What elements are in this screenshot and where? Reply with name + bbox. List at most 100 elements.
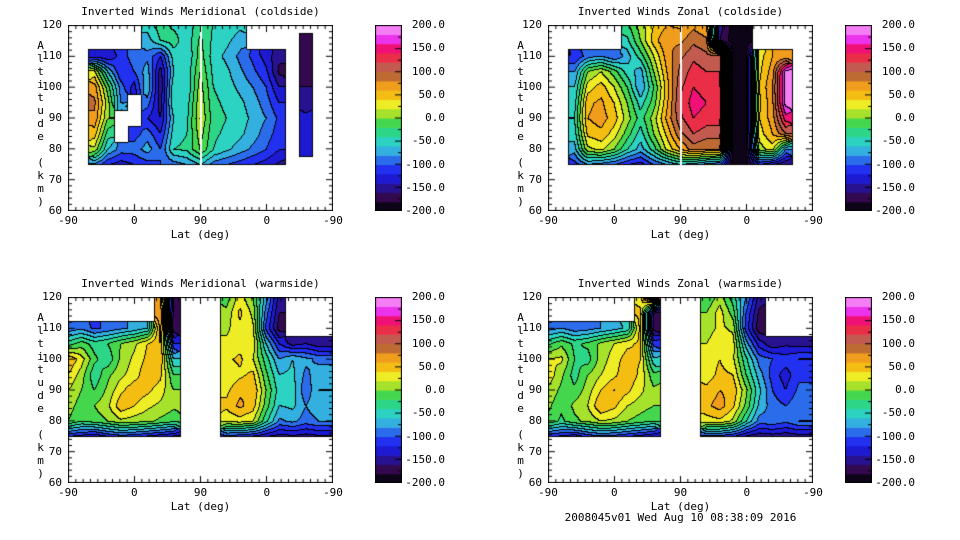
panel-title: Inverted Winds Meridional (warmside) [81, 277, 320, 290]
x-tick-label: -90 [323, 486, 343, 499]
colorbar-tick-label: 150.0 [411, 41, 445, 55]
plot-canvas-meridional-warmside [68, 297, 333, 483]
footer-timestamp: 2008045v01 Wed Aug 10 08:38:09 2016 [564, 511, 797, 524]
colorbar-canvas-meridional-warmside [375, 297, 402, 483]
colorbar-tick-label: 200.0 [411, 18, 445, 31]
colorbar-tick-label: -100.0 [405, 157, 445, 171]
colorbar-tick-label: -150.0 [875, 180, 915, 194]
plot-canvas-zonal-warmside [548, 297, 813, 483]
colorbar-tick-label: 150.0 [881, 313, 915, 327]
y-axis-label: Altitude (km) [514, 311, 527, 480]
y-tick-label: 120 [42, 18, 62, 31]
colorbar-tick-label: 200.0 [881, 290, 915, 303]
x-tick-label: -90 [538, 214, 558, 227]
x-tick-label: -90 [803, 486, 823, 499]
x-tick-label: 0 [263, 486, 271, 499]
colorbar-tick-label: -150.0 [405, 180, 445, 194]
y-axis-label: Altitude (km) [34, 39, 47, 208]
y-tick-label: 110 [42, 321, 62, 334]
colorbar-tick-label: 0.0 [895, 383, 915, 396]
y-tick-label: 70 [528, 173, 542, 186]
colorbar-tick-label: -50.0 [411, 406, 445, 420]
x-tick-label: 90 [193, 214, 208, 227]
colorbar-tick-label: 50.0 [888, 359, 916, 373]
colorbar-tick-label: -200.0 [405, 476, 445, 489]
colorbar-tick-label: -200.0 [405, 204, 445, 217]
colorbar-tick-label: -50.0 [881, 406, 915, 420]
colorbar-tick-label: -200.0 [875, 204, 915, 217]
y-tick-label: 80 [48, 142, 62, 155]
colorbar-tick-label: -50.0 [881, 134, 915, 148]
y-tick-label: 70 [48, 445, 62, 458]
colorbar-tick-label: -100.0 [875, 157, 915, 171]
y-tick-label: 80 [48, 414, 62, 427]
colorbar-tick-label: -150.0 [405, 452, 445, 466]
colorbar-canvas-zonal-warmside [845, 297, 872, 483]
colorbar-tick-label: 100.0 [411, 64, 445, 78]
y-tick-label: 120 [42, 290, 62, 303]
y-tick-label: 70 [528, 445, 542, 458]
panel-title: Inverted Winds Zonal (warmside) [577, 277, 784, 290]
x-tick-label: -90 [323, 214, 343, 227]
colorbar-tick-label: 0.0 [425, 383, 445, 396]
y-axis-label: Altitude (km) [514, 39, 527, 208]
x-tick-label: -90 [803, 214, 823, 227]
y-tick-label: 120 [522, 18, 542, 31]
y-tick-label: 90 [528, 383, 542, 396]
colorbar-tick-label: 200.0 [881, 18, 915, 31]
y-tick-label: 60 [528, 204, 542, 217]
colorbar-tick-label: -100.0 [405, 429, 445, 443]
y-tick-label: 120 [522, 290, 542, 303]
y-tick-label: 60 [528, 476, 542, 489]
y-tick-label: 80 [528, 414, 542, 427]
y-tick-label: 60 [48, 204, 62, 217]
x-tick-label: 90 [673, 214, 688, 227]
y-tick-label: 60 [48, 476, 62, 489]
colorbar-tick-label: 0.0 [425, 111, 445, 124]
x-tick-label: 0 [263, 214, 271, 227]
x-tick-label: -90 [58, 486, 78, 499]
x-axis-label: Lat (deg) [170, 500, 231, 513]
colorbar-tick-label: 150.0 [411, 313, 445, 327]
y-tick-label: 70 [48, 173, 62, 186]
y-tick-label: 100 [522, 352, 542, 365]
x-tick-label: -90 [538, 486, 558, 499]
colorbar-tick-label: 50.0 [418, 87, 446, 101]
plot-canvas-meridional-coldside [68, 25, 333, 211]
x-tick-label: 0 [130, 214, 138, 227]
y-tick-label: 90 [48, 111, 62, 124]
x-tick-label: 0 [743, 486, 751, 499]
y-tick-label: 90 [48, 383, 62, 396]
x-tick-label: -90 [58, 214, 78, 227]
colorbar-tick-label: -200.0 [875, 476, 915, 489]
colorbar-tick-label: 100.0 [881, 64, 915, 78]
y-tick-label: 100 [42, 80, 62, 93]
x-tick-label: 90 [193, 486, 208, 499]
colorbar-tick-label: -150.0 [875, 452, 915, 466]
colorbar-tick-label: -100.0 [875, 429, 915, 443]
colorbar-tick-label: 50.0 [888, 87, 916, 101]
x-axis-label: Lat (deg) [650, 228, 711, 241]
x-tick-label: 0 [743, 214, 751, 227]
colorbar-tick-label: 50.0 [418, 359, 446, 373]
colorbar-tick-label: 150.0 [881, 41, 915, 55]
colorbar-tick-label: 0.0 [895, 111, 915, 124]
colorbar-tick-label: 200.0 [411, 290, 445, 303]
colorbar-canvas-zonal-coldside [845, 25, 872, 211]
colorbar-tick-label: 100.0 [411, 336, 445, 350]
y-tick-label: 100 [522, 80, 542, 93]
x-axis-label: Lat (deg) [170, 228, 231, 241]
colorbar-tick-label: 100.0 [881, 336, 915, 350]
y-tick-label: 90 [528, 111, 542, 124]
colorbar-tick-label: -50.0 [411, 134, 445, 148]
y-tick-label: 110 [522, 49, 542, 62]
colorbar-canvas-meridional-coldside [375, 25, 402, 211]
y-tick-label: 80 [528, 142, 542, 155]
y-tick-label: 110 [522, 321, 542, 334]
y-tick-label: 100 [42, 352, 62, 365]
x-tick-label: 0 [610, 486, 618, 499]
y-tick-label: 110 [42, 49, 62, 62]
x-tick-label: 90 [673, 486, 688, 499]
panel-title: Inverted Winds Meridional (coldside) [81, 5, 320, 18]
